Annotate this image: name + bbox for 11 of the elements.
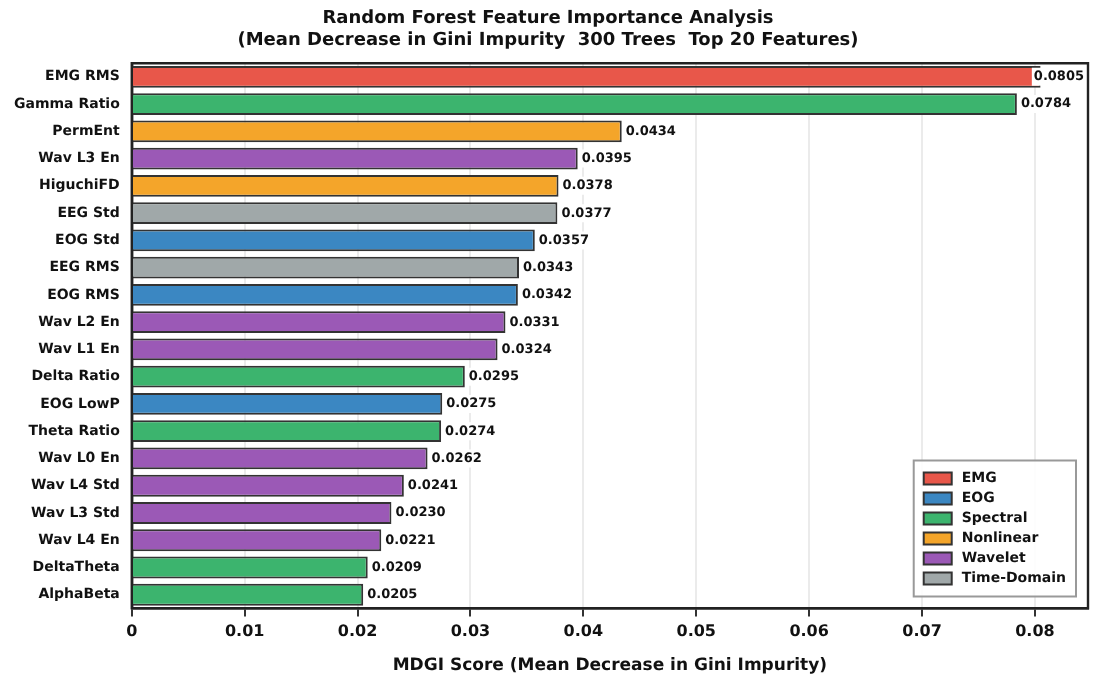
x-axis-title: MDGI Score (Mean Decrease in Gini Impurity) [392,656,828,677]
x-tick-label: 0.03 [450,622,491,641]
x-tick-label: 0.05 [676,622,717,641]
x-tick-label: 0.07 [902,622,942,641]
x-tick-label: 0 [126,622,139,641]
x-tick-label: 0.02 [337,622,378,641]
x-tick-label: 0.08 [1015,622,1056,641]
x-tick-label: 0.04 [563,622,604,641]
chart-title: Random Forest Feature Importance Analysis (Mean Decrease in Gini Impurity 300 Trees Top 20 Features) [237,9,859,52]
x-tick-label: 0.06 [789,622,830,641]
x-tick-label: 0.01 [224,622,266,641]
